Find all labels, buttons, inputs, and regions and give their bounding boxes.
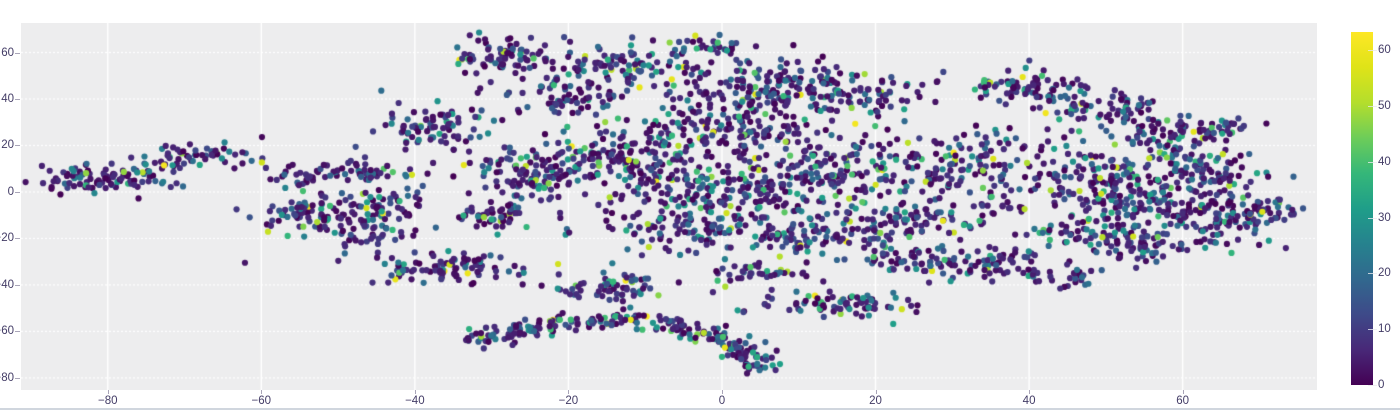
y-tick-label: 20: [1, 139, 14, 152]
x-tick-label: 20: [869, 395, 882, 407]
colorbar-tick-label: 0: [1378, 379, 1385, 391]
colorbar-tick-label: 50: [1378, 100, 1391, 113]
x-tick-label: −20: [558, 395, 579, 407]
colorbar-tick-mark: [1368, 217, 1377, 219]
y-tick-label: 60: [1, 46, 14, 59]
y-tick-label: −60: [0, 325, 14, 338]
y-tick-label: −20: [0, 232, 14, 245]
colorbar-tick-label: 10: [1378, 323, 1391, 336]
scatter-canvas[interactable]: [21, 23, 1317, 390]
x-tick-mark: [568, 390, 570, 394]
x-tick-label: −40: [405, 395, 425, 407]
y-tick-label: −40: [0, 278, 14, 291]
y-tick-mark: [15, 52, 20, 54]
y-tick-mark: [15, 191, 20, 193]
y-tick-mark: [15, 99, 20, 100]
x-tick-label: 60: [1176, 395, 1190, 407]
colorbar: [1351, 32, 1373, 385]
bottom-divider: [0, 408, 1400, 410]
x-tick-mark: [414, 390, 416, 394]
x-tick-mark: [107, 390, 109, 394]
x-tick-label: −60: [251, 395, 272, 407]
colorbar-tick-label: 20: [1378, 267, 1391, 280]
y-tick-label: 40: [1, 93, 14, 105]
y-tick-label: 0: [7, 185, 14, 198]
x-tick-mark: [875, 390, 877, 394]
colorbar-tick-mark: [1368, 161, 1377, 163]
colorbar-tick-mark: [1368, 50, 1377, 52]
colorbar-tick-label: 60: [1378, 44, 1391, 57]
y-tick-mark: [15, 377, 20, 379]
colorbar-tick-mark: [1368, 329, 1377, 331]
x-tick-mark: [261, 390, 263, 394]
x-tick-label: −80: [97, 395, 118, 407]
x-tick-mark: [1182, 390, 1184, 394]
x-tick-label: 0: [718, 395, 726, 407]
x-tick-label: 40: [1022, 395, 1036, 407]
x-tick-mark: [1029, 390, 1031, 394]
y-tick-mark: [15, 145, 20, 147]
colorbar-tick-label: 30: [1378, 211, 1391, 224]
y-tick-mark: [15, 238, 20, 240]
y-tick-label: −80: [0, 371, 14, 384]
plot-area: [21, 23, 1317, 390]
colorbar-tick-label: 40: [1378, 155, 1391, 168]
colorbar-tick-mark: [1368, 273, 1377, 275]
y-tick-mark: [15, 284, 20, 286]
x-tick-mark: [721, 390, 723, 394]
y-tick-mark: [15, 331, 20, 333]
colorbar-tick-mark: [1368, 385, 1377, 386]
colorbar-tick-mark: [1368, 106, 1377, 108]
